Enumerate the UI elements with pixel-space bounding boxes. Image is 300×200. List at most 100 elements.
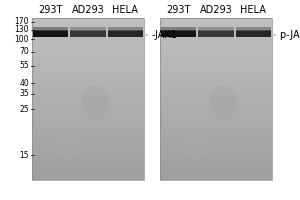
Bar: [161, 30, 196, 37]
Bar: [160, 26, 272, 27]
Bar: [160, 50, 272, 51]
Bar: [32, 18, 144, 180]
Bar: [160, 28, 272, 29]
Bar: [32, 43, 144, 44]
Bar: [160, 34, 272, 35]
Bar: [160, 73, 272, 74]
Bar: [32, 135, 144, 136]
Bar: [32, 164, 144, 165]
Bar: [32, 56, 144, 57]
Bar: [160, 139, 272, 140]
Bar: [33, 30, 68, 37]
Bar: [160, 22, 272, 23]
Bar: [32, 37, 144, 38]
Bar: [32, 49, 144, 50]
Bar: [160, 25, 272, 26]
Bar: [32, 176, 144, 177]
Bar: [32, 179, 144, 180]
Bar: [32, 151, 144, 152]
Bar: [160, 127, 272, 128]
Bar: [32, 87, 144, 88]
Bar: [32, 28, 144, 29]
Bar: [160, 93, 272, 94]
Bar: [32, 171, 144, 172]
Bar: [160, 90, 272, 91]
Bar: [32, 78, 144, 79]
Bar: [160, 89, 272, 90]
Bar: [160, 64, 272, 65]
Ellipse shape: [96, 119, 122, 137]
Bar: [160, 81, 272, 82]
Text: 70: 70: [19, 47, 29, 56]
Bar: [160, 140, 272, 141]
Bar: [32, 178, 144, 179]
Bar: [32, 29, 144, 30]
Bar: [32, 114, 144, 115]
Bar: [160, 85, 272, 86]
Bar: [160, 18, 272, 19]
Bar: [160, 130, 272, 131]
Bar: [32, 172, 144, 173]
Bar: [160, 75, 272, 76]
Bar: [160, 113, 272, 114]
Bar: [160, 165, 272, 166]
Bar: [32, 24, 144, 25]
Bar: [32, 145, 144, 146]
Bar: [160, 102, 272, 103]
Bar: [160, 136, 272, 137]
Bar: [32, 134, 144, 135]
Bar: [160, 117, 272, 118]
Bar: [160, 146, 272, 147]
Bar: [160, 107, 272, 108]
Bar: [160, 110, 272, 111]
Bar: [160, 116, 272, 117]
Text: 130: 130: [14, 25, 29, 34]
Bar: [70, 30, 106, 37]
Bar: [32, 170, 144, 171]
Bar: [160, 147, 272, 148]
Bar: [32, 59, 144, 60]
Bar: [160, 154, 272, 155]
Bar: [160, 144, 272, 145]
Bar: [160, 173, 272, 174]
Bar: [160, 27, 272, 28]
Bar: [32, 98, 144, 99]
Bar: [160, 118, 272, 119]
Bar: [32, 66, 144, 67]
Bar: [160, 37, 272, 38]
Bar: [32, 27, 144, 28]
Bar: [160, 100, 272, 101]
Bar: [160, 128, 272, 129]
Bar: [160, 152, 272, 153]
Text: 293T: 293T: [167, 5, 191, 15]
Bar: [32, 31, 144, 32]
Bar: [33, 27, 68, 31]
Bar: [32, 75, 144, 76]
Bar: [32, 173, 144, 174]
Bar: [32, 95, 144, 96]
Bar: [32, 64, 144, 65]
Bar: [32, 103, 144, 104]
Text: p-JAK1 (Y1022): p-JAK1 (Y1022): [280, 30, 300, 40]
Bar: [160, 52, 272, 53]
Bar: [32, 162, 144, 163]
Bar: [160, 157, 272, 158]
Ellipse shape: [210, 86, 237, 118]
Bar: [32, 129, 144, 130]
Bar: [160, 174, 272, 175]
Bar: [160, 121, 272, 122]
Text: 40: 40: [19, 78, 29, 88]
Bar: [160, 76, 272, 77]
Bar: [32, 165, 144, 166]
Text: AD293: AD293: [200, 5, 232, 15]
Bar: [70, 27, 106, 31]
Bar: [32, 100, 144, 101]
Bar: [32, 97, 144, 98]
Bar: [32, 30, 144, 31]
Bar: [32, 61, 144, 62]
Bar: [160, 78, 272, 79]
Bar: [32, 65, 144, 66]
Bar: [160, 79, 272, 80]
Bar: [160, 103, 272, 104]
Bar: [160, 92, 272, 93]
